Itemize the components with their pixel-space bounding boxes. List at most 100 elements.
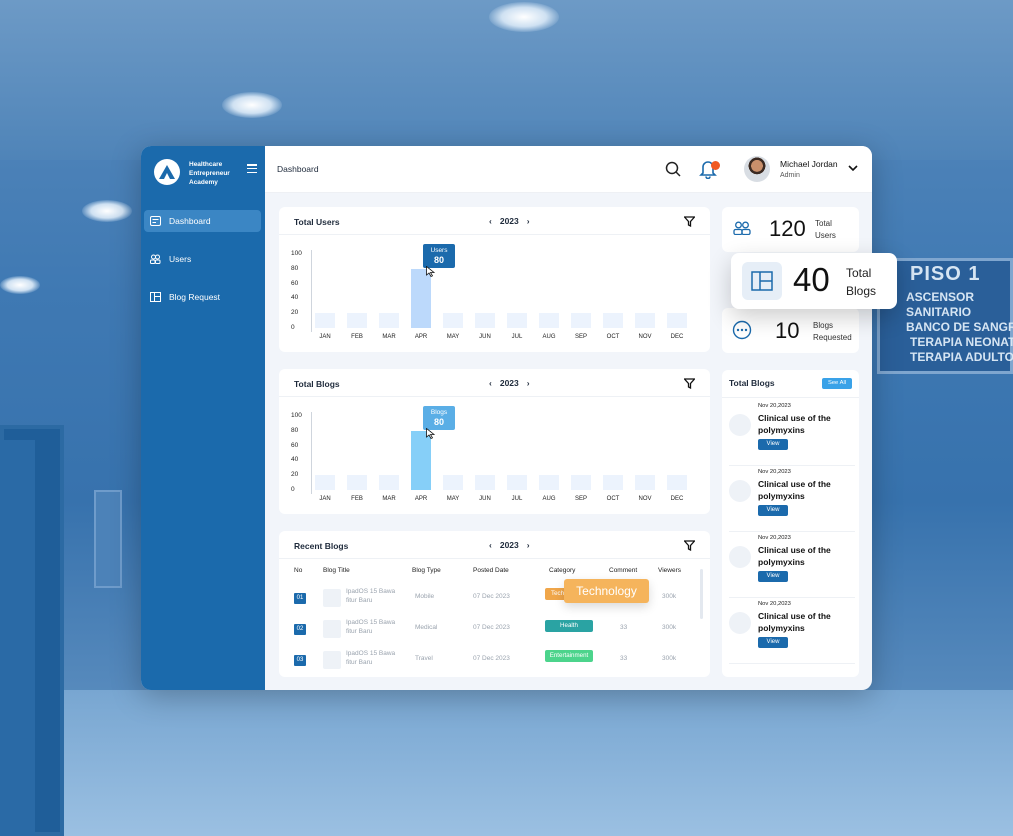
list-item[interactable]: Nov 20,2023 Clinical use of the polymyxi… xyxy=(729,466,855,532)
chart-bar[interactable] xyxy=(507,475,527,490)
y-tick-label: 40 xyxy=(291,294,299,302)
chevron-right-icon[interactable]: › xyxy=(526,216,530,226)
sign-line: TERAPIA ADULTOS xyxy=(910,350,1013,364)
chart-bar[interactable] xyxy=(667,313,687,328)
chart-bar[interactable] xyxy=(475,313,495,328)
x-tick-label: DEC xyxy=(670,334,684,340)
viewers: 300k xyxy=(662,655,677,662)
list-item[interactable]: Nov 20,2023 Clinical use of the polymyxi… xyxy=(729,532,855,598)
sign-line: SANITARIO xyxy=(906,305,972,319)
total-users-card: Total Users ‹ 2023 › Users 80 100 80 60 40 2… xyxy=(279,207,710,352)
user-name: Michael Jordan xyxy=(780,159,838,169)
see-all-button[interactable]: See All xyxy=(822,378,852,389)
chart-bar[interactable] xyxy=(635,313,655,328)
view-button[interactable]: View xyxy=(758,571,788,582)
chart-bar[interactable] xyxy=(315,475,335,490)
blog-thumbnail xyxy=(323,620,341,638)
blog-title: IpadOS 15 Bawa fitur Baru xyxy=(346,650,396,666)
notification-bell-icon[interactable] xyxy=(699,159,717,179)
x-tick-label: FEB xyxy=(351,334,363,340)
x-tick-label: JUN xyxy=(479,496,491,502)
y-tick-label: 0 xyxy=(291,324,295,331)
blog-thumbnail xyxy=(323,589,341,607)
list-item[interactable]: Nov 20,2023 Clinical use of the polymyxi… xyxy=(729,598,855,664)
blog-date: Nov 20,2023 xyxy=(758,601,791,607)
blog-request-icon xyxy=(150,292,161,302)
stat-card-blogs-requested: 10 Blogs Requested xyxy=(722,308,859,353)
chart-bar[interactable] xyxy=(411,268,431,328)
x-tick-label: NOV xyxy=(638,496,652,502)
chart-bar[interactable] xyxy=(571,475,591,490)
chart-bar[interactable] xyxy=(667,475,687,490)
column-header: Comment xyxy=(609,567,638,574)
chart-bar[interactable] xyxy=(347,475,367,490)
chart-bar[interactable] xyxy=(443,475,463,490)
chart-bar[interactable] xyxy=(379,313,399,328)
stat-label: Requested xyxy=(813,333,852,342)
tooltip-value: 80 xyxy=(433,417,444,427)
tooltip-label: Blogs xyxy=(430,409,448,416)
chevron-down-icon[interactable] xyxy=(848,165,858,172)
filter-icon[interactable] xyxy=(684,378,695,389)
sidebar-item-dashboard[interactable]: Dashboard xyxy=(144,210,261,232)
y-tick-label: 60 xyxy=(291,441,299,449)
blog-title: IpadOS 15 Bawa fitur Baru xyxy=(346,588,396,604)
list-item[interactable]: Nov 20,2023 Clinical use of the polymyxi… xyxy=(729,400,855,466)
year-selector: ‹ 2023 › xyxy=(489,540,530,550)
avatar[interactable] xyxy=(744,156,770,182)
chart-bar[interactable] xyxy=(411,430,431,490)
chevron-left-icon[interactable]: ‹ xyxy=(489,216,492,226)
chart-tooltip: Blogs 80 xyxy=(423,406,455,430)
top-bar: Dashboard Michael Jordan Admin xyxy=(265,146,872,193)
stat-value: 120 xyxy=(769,216,806,241)
column-header: No xyxy=(294,567,303,574)
blog-thumbnail xyxy=(323,651,341,669)
x-tick-label: NOV xyxy=(638,334,652,340)
comment-count: 33 xyxy=(620,655,628,662)
blog-thumbnail xyxy=(729,546,751,568)
chart-bar[interactable] xyxy=(443,313,463,328)
background-sign: PISO 1 ASCENSOR SANITARIO BANCO DE SANGR… xyxy=(877,258,1013,374)
chevron-left-icon[interactable]: ‹ xyxy=(489,540,492,550)
ceiling-light xyxy=(0,276,40,294)
scrollbar[interactable] xyxy=(700,569,703,619)
blog-thumbnail xyxy=(729,612,751,634)
chart-bar[interactable] xyxy=(507,313,527,328)
chart-bar[interactable] xyxy=(475,475,495,490)
blog-title: Clinical use of the polymyxins xyxy=(758,545,831,567)
recent-blogs-card: Recent Blogs ‹ 2023 › No Blog Title Blog… xyxy=(279,531,710,677)
chevron-right-icon[interactable]: › xyxy=(526,540,530,550)
chevron-left-icon[interactable]: ‹ xyxy=(489,378,492,388)
chart-bar[interactable] xyxy=(539,313,559,328)
filter-icon[interactable] xyxy=(684,540,695,551)
tooltip-label: Users xyxy=(430,247,448,254)
filter-icon[interactable] xyxy=(684,216,695,227)
card-title: Total Users xyxy=(294,217,340,227)
chart-bar[interactable] xyxy=(347,313,367,328)
chart-bar[interactable] xyxy=(379,475,399,490)
sidebar-item-blog-request[interactable]: Blog Request xyxy=(144,286,261,308)
chart-bar[interactable] xyxy=(315,313,335,328)
search-icon[interactable] xyxy=(665,161,681,177)
stat-label: Users xyxy=(815,231,836,240)
y-tick-label: 60 xyxy=(291,279,299,287)
sidebar-item-users[interactable]: Users xyxy=(144,248,261,270)
chart-bar[interactable] xyxy=(539,475,559,490)
blog-thumbnail xyxy=(729,414,751,436)
view-button[interactable]: View xyxy=(758,505,788,516)
x-tick-label: APR xyxy=(414,496,428,502)
chevron-right-icon[interactable]: › xyxy=(526,378,530,388)
x-tick-label: AUG xyxy=(542,496,556,502)
users-icon xyxy=(730,216,754,240)
x-tick-label: SEP xyxy=(574,334,587,340)
view-button[interactable]: View xyxy=(758,637,788,648)
hamburger-menu-icon[interactable] xyxy=(247,164,257,174)
chart-bar[interactable] xyxy=(603,475,623,490)
chart-bar[interactable] xyxy=(635,475,655,490)
chart-bar[interactable] xyxy=(571,313,591,328)
cursor-icon xyxy=(426,428,435,439)
chart-bar[interactable] xyxy=(603,313,623,328)
notification-badge xyxy=(711,161,720,170)
sidebar-item-label: Dashboard xyxy=(169,216,211,226)
view-button[interactable]: View xyxy=(758,439,788,450)
